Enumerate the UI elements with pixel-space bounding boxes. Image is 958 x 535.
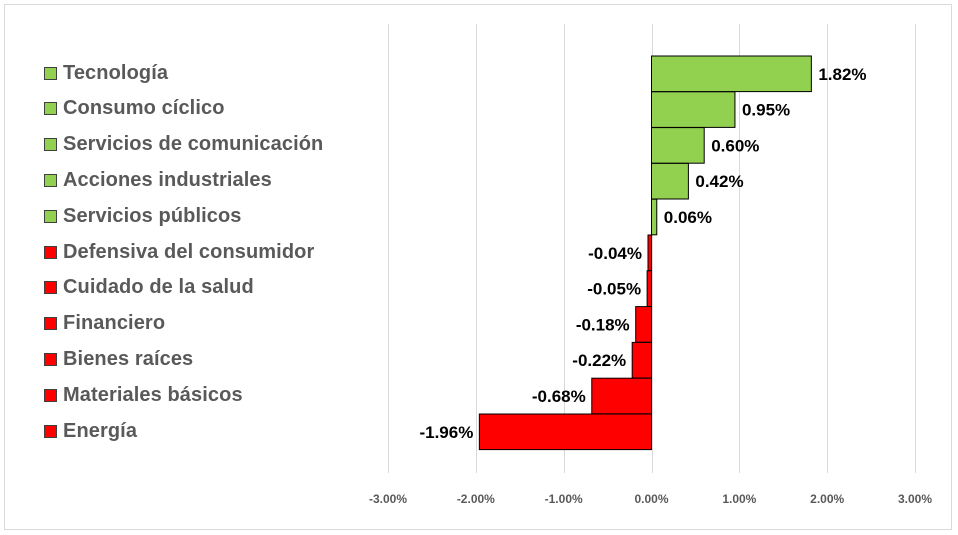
legend-swatch [44,66,57,80]
legend-item: Servicios públicos [44,198,242,234]
legend-swatch [44,245,57,259]
data-label: -0.68% [532,387,586,406]
legend-label: Servicios de comunicación [63,133,324,156]
bar [651,162,689,200]
legend-label: Acciones industriales [63,168,272,191]
legend-label: Energía [63,419,138,442]
legend-swatch [44,352,57,366]
bar [631,341,653,379]
bar [651,198,658,236]
legend-label: Bienes raíces [63,347,194,370]
legend-label: Consumo cíclico [63,97,225,120]
x-tick-label: -1.00% [545,492,583,506]
bar [651,127,705,164]
legend-item: Materiales básicos [44,377,243,413]
legend-label: Financiero [63,312,166,335]
x-tick-label: -2.00% [457,492,495,506]
bar [646,270,653,307]
data-label: 1.82% [818,65,866,84]
legend-item: Acciones industriales [44,162,272,198]
legend-swatch [44,138,57,152]
legend-swatch [44,209,57,223]
legend-swatch [44,424,57,438]
x-tick-label: 1.00% [722,492,756,506]
legend-label: Servicios públicos [63,204,242,227]
data-label: 0.06% [664,208,712,227]
x-tick-label: 2.00% [810,492,844,506]
legend-item: Cuidado de la salud [44,270,254,306]
legend-swatch [44,102,57,116]
x-tick-label: 0.00% [634,492,668,506]
legend-label: Materiales básicos [63,383,243,406]
legend-label: Cuidado de la salud [63,276,254,299]
bar [478,413,653,451]
legend-swatch [44,173,57,187]
x-tick-label: 3.00% [898,492,932,506]
legend-item: Energía [44,413,137,449]
legend-swatch [44,317,57,331]
data-label: -1.96% [419,423,473,442]
legend-item: Bienes raíces [44,341,193,377]
legend-item: Defensiva del consumidor [44,234,314,270]
legend-label: Tecnología [63,61,169,84]
legend-item: Servicios de comunicación [44,127,323,163]
data-label: -0.18% [576,315,630,334]
legend-item: Consumo cíclico [44,91,225,127]
data-label: -0.04% [588,244,642,263]
legend-item: Tecnología [44,55,168,91]
data-label: 0.42% [695,172,743,191]
legend-label: Defensiva del consumidor [63,240,315,263]
legend-swatch [44,388,57,402]
bar [635,306,653,343]
bar [647,234,653,272]
x-tick-label: -3.00% [369,492,407,506]
data-label: 0.95% [742,101,790,120]
legend-swatch [44,281,57,295]
bar [651,55,812,93]
data-label: 0.60% [711,136,759,155]
legend-item: Financiero [44,306,165,342]
bar [651,91,736,128]
bar [591,377,652,415]
data-label: -0.22% [572,351,626,370]
data-label: -0.05% [587,280,641,299]
